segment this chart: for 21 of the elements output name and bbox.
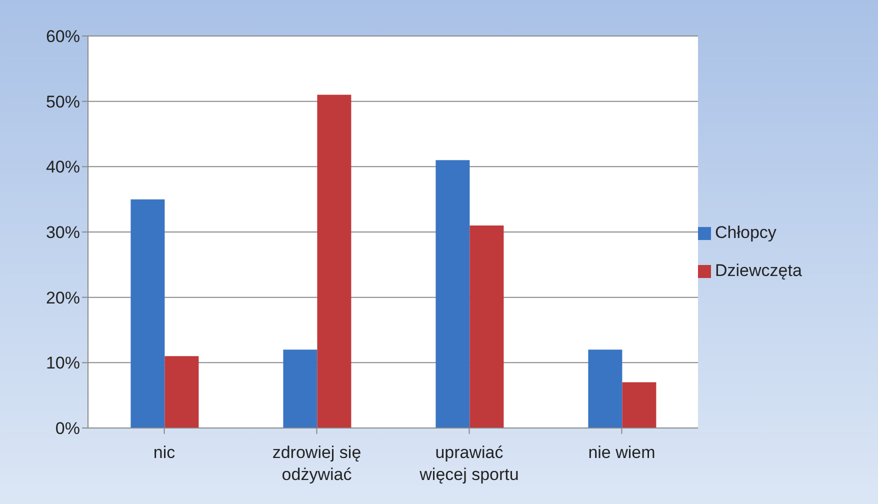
legend-label: Dziewczęta (715, 261, 802, 280)
x-tick-label: uprawiać więcej sportu (418, 443, 519, 484)
legend-label: Chłopcy (715, 223, 776, 242)
bar (130, 199, 165, 428)
y-tick-label: 10% (46, 354, 80, 373)
bar (283, 350, 318, 428)
x-tick-label: nic (153, 443, 176, 462)
bar (164, 356, 199, 428)
y-tick-label: 60% (46, 27, 80, 46)
bar (470, 225, 504, 428)
x-tick-label: zdrowiej się odżywiać (272, 443, 362, 484)
y-tick-label: 30% (46, 223, 80, 242)
bar (436, 160, 470, 428)
bar (588, 350, 622, 428)
y-tick-label: 20% (46, 288, 80, 308)
bar (622, 382, 656, 428)
y-tick-label: 40% (46, 158, 80, 177)
y-tick-label: 0% (55, 419, 80, 438)
x-tick-label: nie wiem (588, 443, 656, 462)
bar (317, 94, 352, 428)
y-tick-label: 50% (46, 92, 80, 112)
